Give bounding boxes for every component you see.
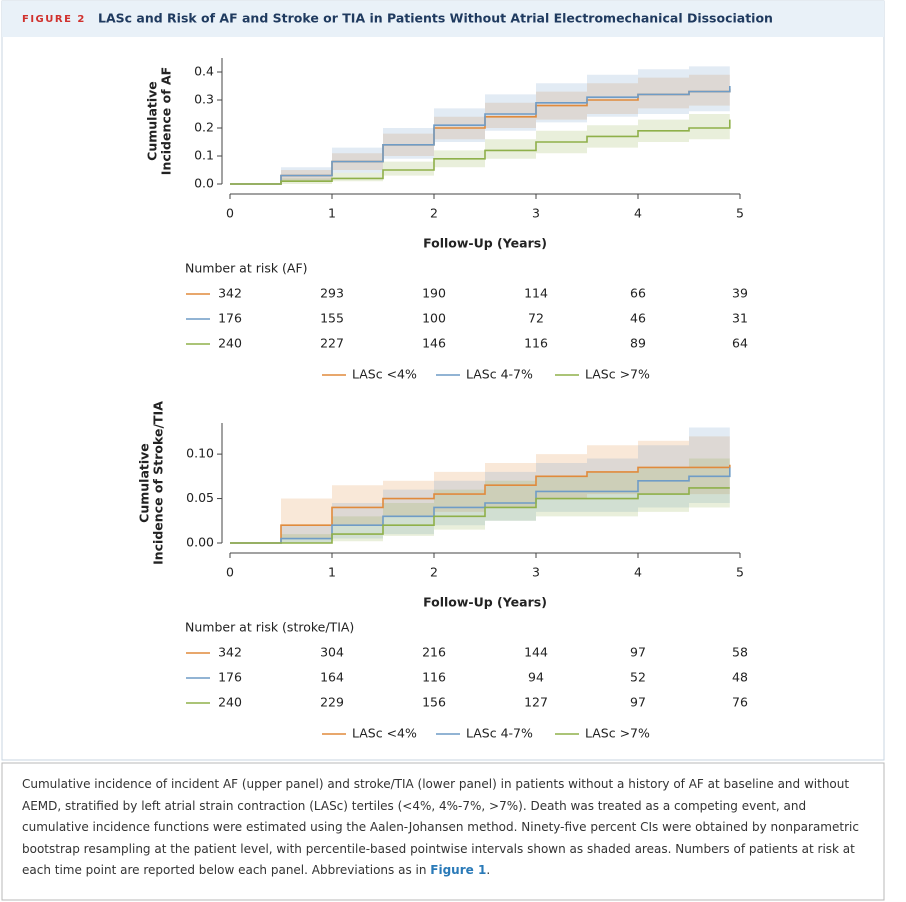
x-tick-label: 1 xyxy=(328,565,336,580)
ci-band xyxy=(230,427,730,543)
risk-count: 227 xyxy=(320,336,344,351)
risk-count: 146 xyxy=(422,336,446,351)
risk-count: 155 xyxy=(320,311,344,326)
x-tick-label: 4 xyxy=(634,206,642,221)
y-axis-label: Cumulative xyxy=(137,443,152,523)
y-tick-label: 0.00 xyxy=(186,535,214,550)
risk-count: 52 xyxy=(630,670,646,685)
risk-count: 190 xyxy=(422,286,446,301)
legend-label: LASc >7% xyxy=(585,367,650,382)
risk-table-title: Number at risk (AF) xyxy=(185,261,308,276)
y-tick-label: 0.2 xyxy=(194,120,214,135)
y-axis-label: Incidence of Stroke/TIA xyxy=(151,401,166,565)
legend-label: LASc 4-7% xyxy=(466,367,533,382)
x-tick-label: 1 xyxy=(328,206,336,221)
y-axis-label: Cumulative xyxy=(145,81,160,161)
caption-frame xyxy=(1,762,885,901)
legend-label: LASc >7% xyxy=(585,726,650,741)
y-tick-label: 0.1 xyxy=(194,148,214,163)
risk-count: 116 xyxy=(524,336,548,351)
risk-count: 304 xyxy=(320,645,344,660)
risk-count: 66 xyxy=(630,286,646,301)
risk-count: 240 xyxy=(218,695,242,710)
risk-count: 76 xyxy=(732,695,748,710)
risk-count: 46 xyxy=(630,311,646,326)
legend-label: LASc 4-7% xyxy=(466,726,533,741)
risk-count: 72 xyxy=(528,311,544,326)
risk-count: 97 xyxy=(630,695,646,710)
step-line xyxy=(230,119,731,185)
risk-count: 127 xyxy=(524,695,548,710)
risk-count: 293 xyxy=(320,286,344,301)
step-line xyxy=(230,487,730,544)
risk-table-title: Number at risk (stroke/TIA) xyxy=(185,620,354,635)
x-tick-label: 3 xyxy=(532,565,540,580)
risk-count: 216 xyxy=(422,645,446,660)
x-tick-label: 5 xyxy=(736,206,744,221)
figure-title: LASc and Risk of AF and Stroke or TIA in… xyxy=(98,11,773,26)
y-axis-label: Incidence of AF xyxy=(159,67,174,175)
risk-count: 89 xyxy=(630,336,646,351)
y-tick-label: 0.3 xyxy=(194,92,214,107)
x-tick-label: 3 xyxy=(532,206,540,221)
x-tick-label: 5 xyxy=(736,565,744,580)
y-tick-label: 0.0 xyxy=(194,176,214,191)
risk-count: 100 xyxy=(422,311,446,326)
caption-link[interactable]: Figure 1 xyxy=(430,863,487,877)
legend-label: LASc <4% xyxy=(352,726,417,741)
y-tick-label: 0.10 xyxy=(186,446,214,461)
risk-count: 342 xyxy=(218,286,242,301)
y-tick-label: 0.05 xyxy=(186,490,214,505)
risk-count: 176 xyxy=(218,311,242,326)
risk-count: 94 xyxy=(528,670,544,685)
caption: Cumulative incidence of incident AF (upp… xyxy=(22,774,872,882)
risk-count: 114 xyxy=(524,286,548,301)
risk-count: 164 xyxy=(320,670,344,685)
risk-count: 342 xyxy=(218,645,242,660)
risk-count: 176 xyxy=(218,670,242,685)
x-axis-label: Follow-Up (Years) xyxy=(423,595,547,610)
x-tick-label: 0 xyxy=(226,206,234,221)
ci-band xyxy=(230,60,730,184)
x-axis-label: Follow-Up (Years) xyxy=(423,236,547,251)
x-tick-label: 4 xyxy=(634,565,642,580)
risk-count: 97 xyxy=(630,645,646,660)
caption-end: . xyxy=(486,863,491,877)
risk-count: 64 xyxy=(732,336,748,351)
y-tick-label: 0.4 xyxy=(194,64,214,79)
x-tick-label: 2 xyxy=(430,565,438,580)
step-line xyxy=(230,86,731,185)
risk-count: 48 xyxy=(732,670,748,685)
risk-count: 31 xyxy=(732,311,748,326)
risk-count: 229 xyxy=(320,695,344,710)
ci-band xyxy=(230,102,730,184)
step-line xyxy=(230,464,731,544)
risk-count: 240 xyxy=(218,336,242,351)
x-tick-label: 2 xyxy=(430,206,438,221)
header-bar xyxy=(2,1,884,37)
risk-count: 144 xyxy=(524,645,548,660)
risk-count: 116 xyxy=(422,670,446,685)
risk-count: 58 xyxy=(732,645,748,660)
caption-text: Cumulative incidence of incident AF (upp… xyxy=(22,777,859,877)
legend-label: LASc <4% xyxy=(352,367,417,382)
figure-label: FIGURE 2 xyxy=(22,14,86,25)
ci-band xyxy=(230,436,730,543)
x-tick-label: 0 xyxy=(226,565,234,580)
risk-count: 156 xyxy=(422,695,446,710)
risk-count: 39 xyxy=(732,286,748,301)
